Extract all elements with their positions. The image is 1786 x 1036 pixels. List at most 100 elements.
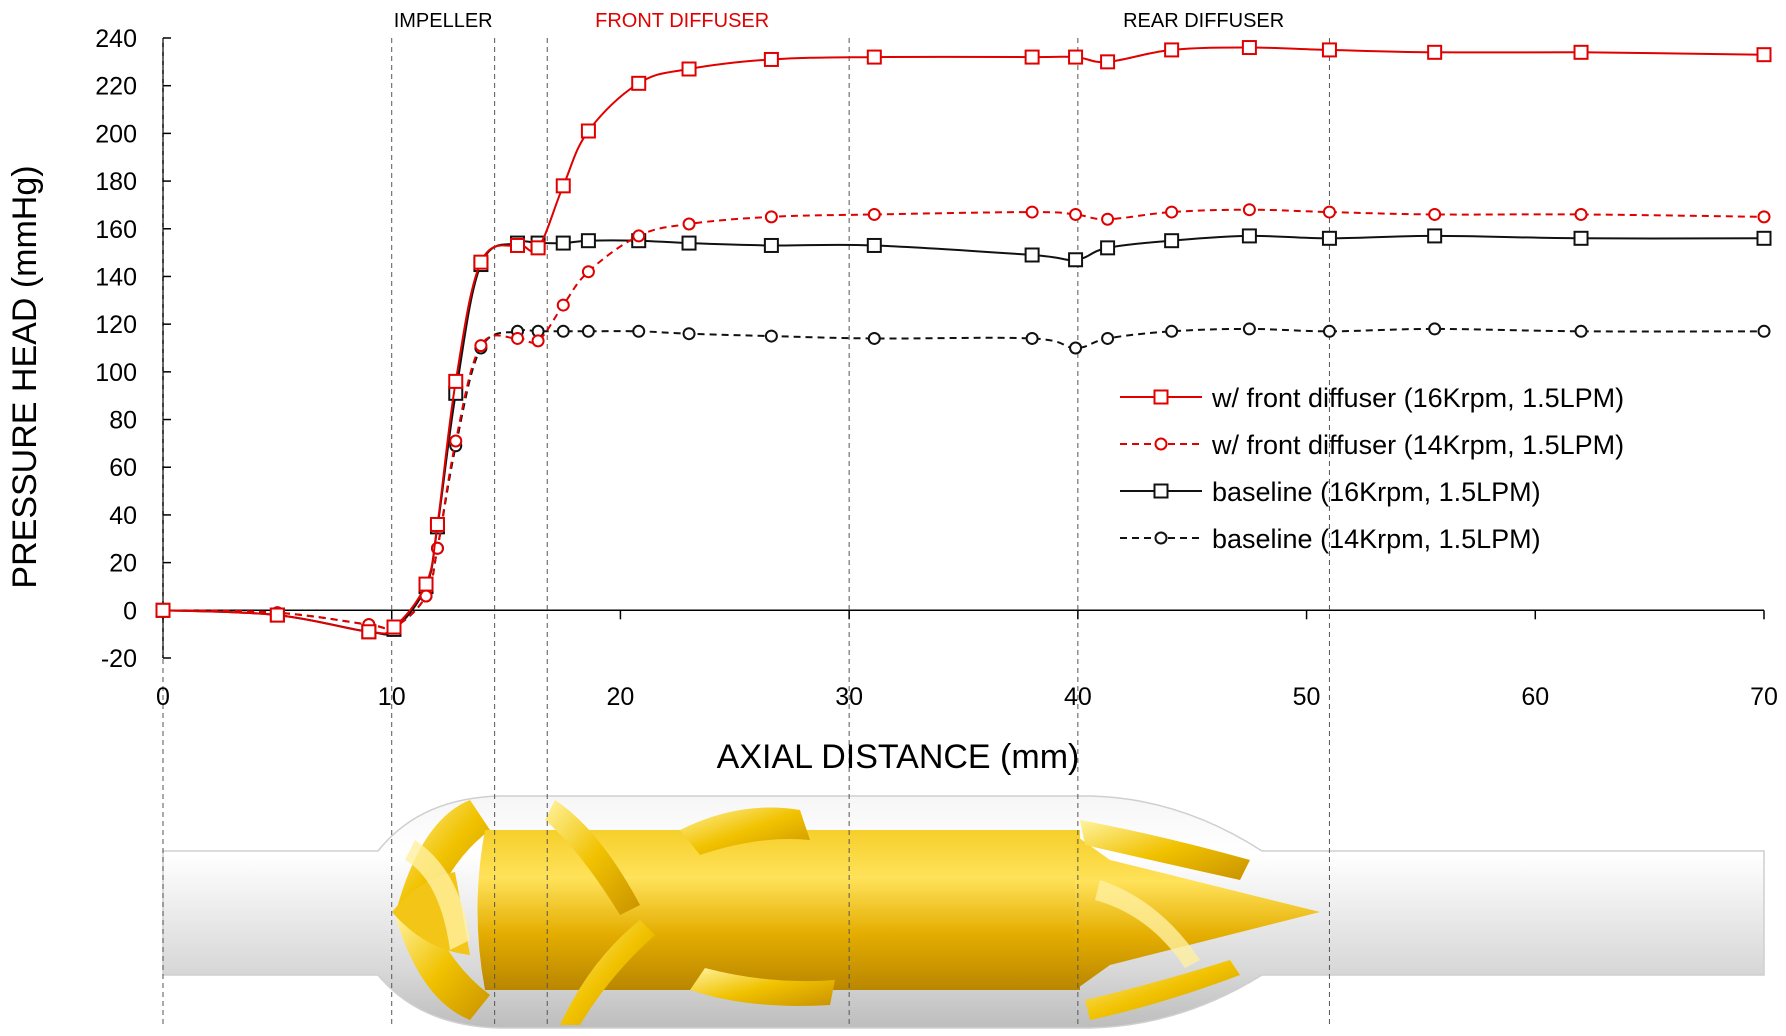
data-point bbox=[763, 51, 779, 67]
data-point bbox=[1242, 203, 1256, 217]
data-point bbox=[1164, 42, 1180, 58]
y-tick-label: 140 bbox=[95, 263, 137, 291]
x-tick-label: 10 bbox=[378, 683, 406, 711]
data-point bbox=[1427, 44, 1443, 60]
y-axis-title: PRESSURE HEAD (mmHg) bbox=[6, 165, 44, 588]
y-tick-label: 80 bbox=[109, 407, 137, 435]
data-point bbox=[764, 210, 778, 224]
y-tick-label: 100 bbox=[95, 359, 137, 387]
x-tick-label: 50 bbox=[1293, 683, 1321, 711]
data-point bbox=[632, 229, 646, 243]
data-point bbox=[682, 217, 696, 231]
data-point bbox=[555, 178, 571, 194]
data-point bbox=[531, 334, 545, 348]
data-point bbox=[1101, 331, 1115, 345]
chart-axes bbox=[162, 38, 1764, 658]
data-point bbox=[418, 576, 434, 592]
data-point bbox=[474, 339, 488, 353]
y-tick-label: 40 bbox=[109, 502, 137, 530]
front-diffuser-vane bbox=[680, 807, 810, 855]
data-point bbox=[866, 49, 882, 65]
data-point bbox=[511, 331, 525, 345]
region-label: IMPELLER bbox=[394, 10, 493, 32]
data-point bbox=[1101, 212, 1115, 226]
data-point bbox=[631, 75, 647, 91]
data-point bbox=[361, 624, 377, 640]
data-point bbox=[1069, 207, 1083, 221]
data-point bbox=[1573, 230, 1589, 246]
y-tick-label: 220 bbox=[95, 73, 137, 101]
x-axis-ticks: 0 10 20 30 40 50 60 70 bbox=[156, 610, 1778, 711]
front-diffuser-vane bbox=[560, 920, 655, 1025]
data-point bbox=[1024, 49, 1040, 65]
x-tick-label: 0 bbox=[156, 683, 170, 711]
data-point bbox=[448, 373, 464, 389]
data-point bbox=[581, 265, 595, 279]
data-point bbox=[449, 434, 463, 448]
data-point bbox=[1322, 324, 1336, 338]
data-series bbox=[155, 40, 1772, 640]
front-diffuser-vane bbox=[545, 800, 640, 915]
region-label: REAR DIFFUSER bbox=[1123, 10, 1284, 32]
data-point bbox=[530, 240, 546, 256]
data-point bbox=[1321, 230, 1337, 246]
data-point bbox=[1068, 252, 1084, 268]
data-point bbox=[1322, 205, 1336, 219]
data-point bbox=[1757, 324, 1771, 338]
data-point bbox=[556, 298, 570, 312]
data-point bbox=[1573, 44, 1589, 60]
y-tick-label: 200 bbox=[95, 120, 137, 148]
region-boundaries: IMPELLER FRONT DIFFUSER REAR DIFFUSER bbox=[162, 10, 1330, 1025]
x-tick-label: 70 bbox=[1750, 683, 1778, 711]
y-tick-label: 160 bbox=[95, 216, 137, 244]
legend-label: baseline (16Krpm, 1.5LPM) bbox=[1212, 477, 1541, 507]
data-point bbox=[764, 329, 778, 343]
data-point bbox=[510, 237, 526, 253]
x-tick-label: 20 bbox=[607, 683, 635, 711]
data-point bbox=[1068, 49, 1084, 65]
data-point bbox=[580, 233, 596, 249]
data-point bbox=[1756, 230, 1772, 246]
pump-rendering bbox=[162, 795, 1765, 1029]
data-point bbox=[1757, 210, 1771, 224]
data-point bbox=[1025, 331, 1039, 345]
data-point bbox=[632, 324, 646, 338]
series-group bbox=[155, 40, 1772, 640]
region-label: FRONT DIFFUSER bbox=[595, 10, 769, 32]
data-point bbox=[1069, 341, 1083, 355]
data-point bbox=[556, 324, 570, 338]
data-point bbox=[1242, 322, 1256, 336]
series-line bbox=[162, 208, 1765, 631]
impeller-blade bbox=[395, 915, 490, 1020]
series-group bbox=[156, 203, 1771, 634]
data-point bbox=[682, 327, 696, 341]
y-tick-label: 180 bbox=[95, 168, 137, 196]
data-point bbox=[581, 324, 595, 338]
data-point bbox=[1025, 205, 1039, 219]
rear-diffuser-vane bbox=[1085, 960, 1240, 1020]
data-point bbox=[1024, 247, 1040, 263]
legend-marker bbox=[1153, 483, 1169, 499]
data-point bbox=[1165, 324, 1179, 338]
y-tick-label: 20 bbox=[109, 550, 137, 578]
legend-marker bbox=[1154, 531, 1168, 545]
data-point bbox=[386, 619, 402, 635]
legend-label: w/ front diffuser (14Krpm, 1.5LPM) bbox=[1211, 430, 1624, 460]
data-point bbox=[429, 516, 445, 532]
data-point bbox=[555, 235, 571, 251]
data-point bbox=[155, 602, 171, 618]
data-point bbox=[473, 254, 489, 270]
data-point bbox=[1321, 42, 1337, 58]
pump-hub bbox=[477, 830, 1080, 990]
rear-diffuser-vane bbox=[1080, 820, 1250, 880]
y-tick-label: 120 bbox=[95, 311, 137, 339]
data-point bbox=[1574, 207, 1588, 221]
rear-diffuser-cone bbox=[1075, 835, 1320, 990]
data-point bbox=[1574, 324, 1588, 338]
impeller-blade bbox=[395, 800, 490, 915]
legend-label: w/ front diffuser (16Krpm, 1.5LPM) bbox=[1211, 383, 1624, 413]
data-point bbox=[1756, 47, 1772, 63]
data-point bbox=[1428, 322, 1442, 336]
legend-marker bbox=[1154, 437, 1168, 451]
